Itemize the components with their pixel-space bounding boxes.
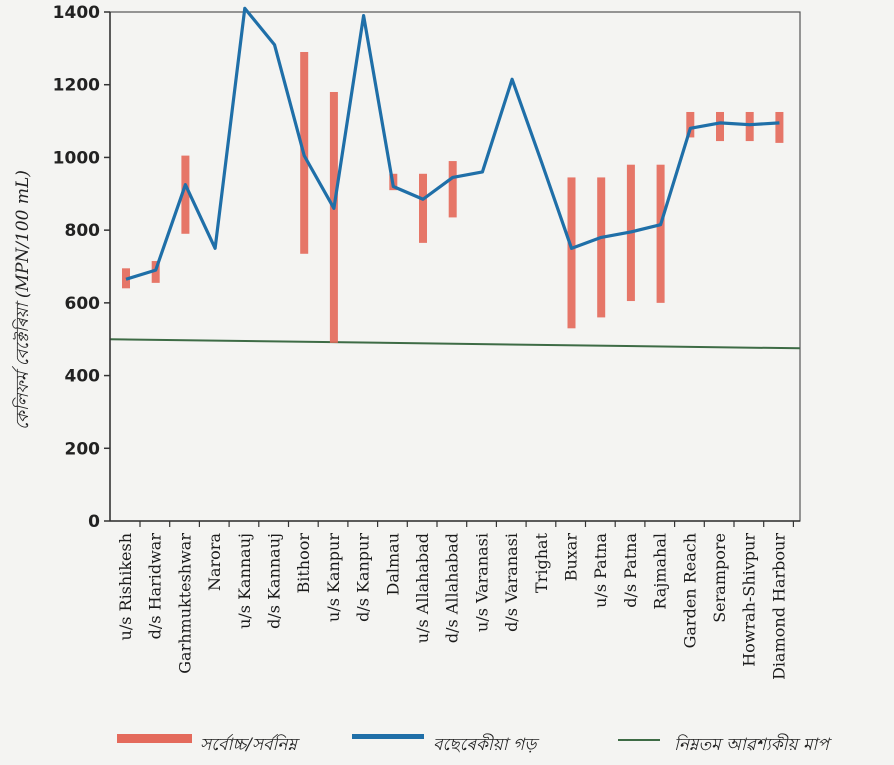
x-tick-label: Buxar <box>562 533 581 582</box>
legend-label-mean: বছেৰেকীয়া গড় <box>433 733 540 755</box>
x-tick-label: u/s Kannauj <box>235 533 254 629</box>
x-tick-label: u/s Patna <box>591 533 610 608</box>
plot-area <box>109 11 801 522</box>
x-tick-label: Garhmukteshwar <box>175 533 194 674</box>
y-axis-label: কেলিফৰ্ম বেক্টেৰিয়া (MPN/100 mL) <box>11 170 33 430</box>
x-tick-label: d/s Haridwar <box>146 533 165 640</box>
range-bar <box>151 261 160 283</box>
y-tick-label: 200 <box>65 439 101 459</box>
x-tick-label: d/s Varanasi <box>502 533 521 632</box>
legend-label-range: সৰ্বোচ্চ/সৰ্বনিম্ন <box>200 733 301 755</box>
x-tick-label: Diamond Harbour <box>769 533 788 680</box>
plot-frame <box>109 11 801 522</box>
legend-swatch-range <box>117 734 192 743</box>
y-tick-label: 600 <box>65 294 101 314</box>
y-axis: 0 200 400 600 800 1000 1200 1400 <box>53 3 111 532</box>
y-tick-label: 800 <box>65 221 101 241</box>
legend: সৰ্বোচ্চ/সৰ্বনিম্ন বছেৰেকীয়া গড় নিম্নত… <box>117 733 832 755</box>
x-tick-label: d/s Kanpur <box>354 533 373 622</box>
y-tick-label: 1400 <box>53 3 100 23</box>
range-bar <box>448 161 457 218</box>
y-tick-label: 1200 <box>53 76 100 96</box>
range-bar <box>716 111 724 142</box>
x-tick-label: Howrah-Shivpur <box>740 533 759 667</box>
x-tick-label: d/s Patna <box>621 533 640 608</box>
x-tick-label: Rajmahal <box>651 533 670 610</box>
x-tick-label: u/s Kanpur <box>324 533 343 622</box>
x-tick-label: u/s Rishikesh <box>116 533 135 640</box>
mean-series-line <box>125 6 780 281</box>
range-bar <box>567 177 576 329</box>
range-bar <box>597 177 606 318</box>
x-tick-label: Bithoor <box>294 533 313 594</box>
y-tick-label: 1000 <box>53 148 100 168</box>
range-bar <box>745 111 754 142</box>
mean-line <box>125 6 780 281</box>
range-bar <box>181 155 190 234</box>
legend-label-threshold: নিম্নতম আৱশ্যকীয় মাপ <box>674 733 832 755</box>
legend-swatch-mean <box>352 734 424 739</box>
y-tick-label: 400 <box>65 367 101 387</box>
x-tick-label: Trighat <box>532 532 551 593</box>
x-tick-label: Garden Reach <box>680 533 699 648</box>
threshold-line <box>109 338 801 350</box>
x-tick-label: Serampore <box>710 533 729 623</box>
x-tick-label: u/s Allahabad <box>413 533 432 643</box>
range-bar <box>419 173 427 243</box>
x-axis: u/s Rishikesh d/s Haridwar Garhmukteshwar N… <box>110 520 800 680</box>
x-tick-label: Dalmau <box>383 533 402 596</box>
x-tick-label: d/s Allahabad <box>443 533 462 643</box>
range-bar <box>686 111 695 138</box>
range-bar <box>775 111 784 143</box>
range-bar <box>656 164 665 303</box>
y-tick-label: 0 <box>88 512 100 532</box>
x-tick-label: Narora <box>205 533 224 591</box>
range-bar <box>329 91 338 343</box>
x-tick-label: u/s Varanasi <box>472 533 491 632</box>
x-tick-label: d/s Kannauj <box>265 533 284 629</box>
